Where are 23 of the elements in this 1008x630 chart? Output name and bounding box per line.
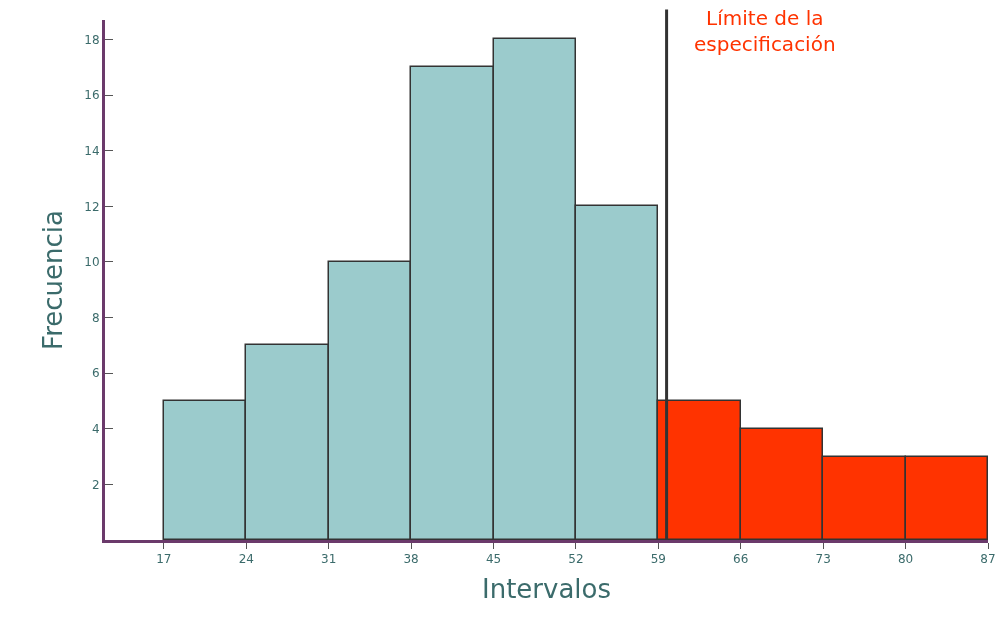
x-tick-label: 31	[321, 552, 337, 567]
ref-line-label: Límite de la especificación	[694, 6, 836, 56]
x-tick-label: 17	[156, 552, 172, 567]
y-tick-label: 16	[84, 88, 100, 103]
y-axis-title: Frecuencia	[37, 210, 68, 350]
y-tick-label: 10	[84, 255, 100, 270]
x-tick-label: 38	[403, 552, 419, 567]
x-tick-label: 45	[485, 552, 502, 567]
y-tick-label: 4	[91, 421, 100, 436]
y-tick-label: 14	[84, 143, 100, 158]
y-tick-label: 6	[91, 366, 100, 381]
x-tick-label: 66	[733, 552, 749, 567]
x-axis-title: Intervalos	[481, 574, 612, 605]
y-tick-label: 12	[84, 199, 100, 214]
y-tick-label: 8	[91, 310, 100, 325]
x-tick-label: 59	[650, 552, 666, 567]
x-tick-label: 73	[815, 552, 831, 567]
x-tick-label: 24	[238, 552, 254, 567]
y-tick-label: 18	[84, 32, 100, 47]
x-tick-label: 87	[980, 552, 996, 567]
x-tick-label: 52	[568, 552, 584, 567]
y-tick-label: 2	[91, 477, 100, 492]
x-tick-label: 80	[897, 552, 914, 567]
